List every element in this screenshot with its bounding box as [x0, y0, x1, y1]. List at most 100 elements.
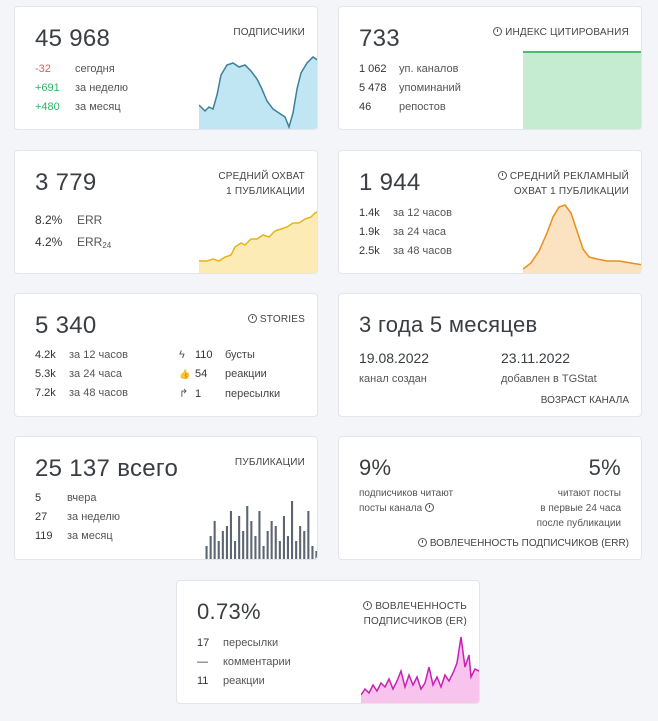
- stat-row: 2.5k за 48 часов: [359, 245, 452, 257]
- share-arrow-icon: ↱: [179, 388, 189, 400]
- bar: [258, 511, 261, 559]
- bar: [282, 516, 285, 559]
- bar: [270, 521, 273, 559]
- reach-label: СРЕДНИЙ ОХВАТ 1 ПУБЛИКАЦИИ: [218, 171, 305, 197]
- stat-row: -32 сегодня: [35, 63, 115, 75]
- stat-row: 4.2% ERR24: [35, 235, 112, 250]
- bar: [303, 531, 306, 559]
- stat-row: 5 вчера: [35, 492, 97, 504]
- stat-row: 46 репостов: [359, 101, 446, 113]
- subscribers-count: 45 968: [35, 25, 111, 52]
- stories-value: 5 340: [35, 312, 97, 339]
- bar: [221, 531, 224, 559]
- citation-card[interactable]: 733 ИНДЕКС ЦИТИРОВАНИЯ 1 062 уп. каналов …: [338, 6, 642, 130]
- stat-row: +480 за месяц: [35, 101, 121, 113]
- stat-row: 5.3k за 24 часа: [35, 368, 122, 380]
- stat-row: 8.2% ERR: [35, 213, 103, 227]
- bar: [295, 541, 298, 559]
- publications-label: ПУБЛИКАЦИИ: [234, 457, 305, 468]
- reach-value: 3 779: [35, 169, 97, 196]
- added-date: 23.11.2022: [501, 350, 571, 366]
- bar: [291, 501, 294, 559]
- bar: [242, 531, 245, 559]
- info-icon[interactable]: [424, 503, 434, 512]
- publications-bar-chart: [205, 501, 317, 559]
- bar: [238, 516, 241, 559]
- engagement-card[interactable]: 9% 5% подписчиков читают посты канала чит…: [338, 436, 642, 560]
- stories-label: STORIES: [247, 312, 305, 327]
- stat-row: +691 за неделю: [35, 82, 129, 94]
- bar: [278, 541, 281, 559]
- reach-card[interactable]: 3 779 СРЕДНИЙ ОХВАТ 1 ПУБЛИКАЦИИ 8.2% ERR …: [14, 150, 318, 274]
- bar: [286, 536, 289, 559]
- ad-reach-card[interactable]: 1 944 СРЕДНИЙ РЕКЛАМНЫЙ ОХВАТ 1 ПУБЛИКАЦИ…: [338, 150, 642, 274]
- bar: [315, 551, 317, 559]
- bar: [234, 541, 237, 559]
- info-icon[interactable]: [417, 538, 427, 547]
- channel-age-card[interactable]: 3 года 5 месяцев 19.08.2022 канал создан…: [338, 293, 642, 417]
- bar: [299, 526, 302, 559]
- er-sparkline: [361, 636, 479, 703]
- bar: [209, 536, 212, 559]
- created-label: канал создан: [359, 373, 427, 385]
- reach-sparkline: [199, 211, 317, 273]
- publications-value: 25 137 всего: [35, 455, 179, 482]
- stat-row: 1 062 уп. каналов: [359, 63, 459, 75]
- bar: [217, 541, 220, 559]
- stat-row: 27 за неделю: [35, 511, 121, 523]
- err-right-value: 5%: [588, 455, 621, 480]
- channel-age-footer: ВОЗРАСТ КАНАЛА: [540, 395, 629, 406]
- er-label: ВОВЛЕЧЕННОСТЬ ПОДПИСЧИКОВ (ER): [363, 601, 467, 627]
- channel-age-value: 3 года 5 месяцев: [359, 312, 538, 337]
- stat-row: 17 пересылки: [197, 637, 279, 649]
- stat-row: ϟ 110 бусты: [179, 349, 255, 361]
- citation-label: ИНДЕКС ЦИТИРОВАНИЯ: [493, 25, 629, 40]
- ad-reach-sparkline: [523, 204, 641, 273]
- stat-row: 1.4k за 12 часов: [359, 207, 452, 219]
- stat-row: 👍 54 реакции: [179, 368, 267, 380]
- added-label: добавлен в TGStat: [501, 373, 597, 385]
- stat-row: — комментарии: [197, 656, 291, 668]
- er-value: 0.73%: [197, 599, 261, 624]
- bar: [229, 511, 232, 559]
- stat-row: 1.9k за 24 часа: [359, 226, 446, 238]
- err-left-description: подписчиков читают посты канала: [359, 488, 454, 514]
- ad-reach-label: СРЕДНИЙ РЕКЛАМНЫЙ ОХВАТ 1 ПУБЛИКАЦИИ: [497, 169, 629, 199]
- stat-row: 11 реакции: [197, 675, 265, 687]
- thumb-up-icon: 👍: [179, 368, 191, 379]
- bar: [274, 526, 277, 559]
- citation-index-value: 733: [359, 25, 400, 52]
- bar: [225, 526, 228, 559]
- stat-row: ↱ 1 пересылки: [179, 387, 281, 401]
- publications-card[interactable]: 25 137 всего ПУБЛИКАЦИИ 5 вчера 27 за неде…: [14, 436, 318, 560]
- bar: [205, 546, 208, 559]
- err-right-description: читают посты в первые 24 часа после публик…: [536, 488, 621, 529]
- bar: [213, 521, 216, 559]
- bar: [254, 536, 257, 559]
- stat-row: 7.2k за 48 часов: [35, 387, 128, 399]
- subscribers-label: ПОДПИСЧИКИ: [233, 27, 305, 38]
- info-icon[interactable]: [247, 314, 257, 323]
- subscribers-sparkline: [199, 56, 317, 129]
- stories-card[interactable]: 5 340 STORIES 4.2k за 12 часов 5.3k за 24 …: [14, 293, 318, 417]
- created-date: 19.08.2022: [359, 350, 430, 366]
- info-icon[interactable]: [363, 601, 373, 610]
- er-card[interactable]: 0.73% ВОВЛЕЧЕННОСТЬ ПОДПИСЧИКОВ (ER) 17 пе…: [176, 580, 480, 704]
- info-icon[interactable]: [493, 27, 503, 36]
- ad-reach-value: 1 944: [359, 169, 421, 196]
- lightning-icon: ϟ: [179, 349, 185, 361]
- info-icon[interactable]: [497, 171, 507, 180]
- stat-row: 4.2k за 12 часов: [35, 349, 128, 361]
- subscribers-card[interactable]: 45 968 ПОДПИСЧИКИ -32 сегодня +691 за неде…: [14, 6, 318, 130]
- citation-sparkline: [523, 51, 641, 129]
- stat-row: 5 478 упоминаний: [359, 82, 461, 94]
- bar: [262, 546, 265, 559]
- bar: [246, 506, 249, 559]
- err-left-value: 9%: [359, 455, 392, 480]
- stat-row: 119 за месяц: [35, 530, 113, 542]
- bar: [266, 531, 269, 559]
- bar: [311, 546, 314, 559]
- bar: [250, 521, 253, 559]
- bar: [307, 511, 310, 559]
- engagement-footer: ВОВЛЕЧЕННОСТЬ ПОДПИСЧИКОВ (ERR): [417, 538, 629, 549]
